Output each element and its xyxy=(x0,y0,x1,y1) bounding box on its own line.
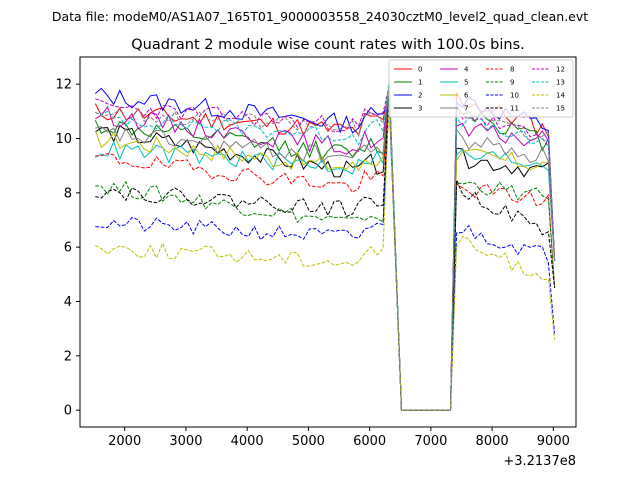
x-tick-label: 3000 xyxy=(169,434,202,449)
y-tick-label: 8 xyxy=(64,186,72,201)
series-line-7 xyxy=(95,92,556,411)
x-tick-label: 4000 xyxy=(231,434,264,449)
x-tick-label: 7000 xyxy=(414,434,447,449)
y-tick-label: 6 xyxy=(64,241,72,256)
y-tick-label: 0 xyxy=(64,404,72,419)
y-tick-label: 2 xyxy=(64,349,72,364)
series-line-11 xyxy=(95,91,556,411)
y-tick-label: 10 xyxy=(55,132,72,147)
series-line-14 xyxy=(95,95,556,411)
x-tick-label: 8000 xyxy=(476,434,509,449)
series-line-8 xyxy=(95,86,556,411)
y-tick-label: 4 xyxy=(64,295,72,310)
series-line-12 xyxy=(95,85,556,411)
legend-label-15: 15 xyxy=(556,105,565,113)
legend-label-6: 6 xyxy=(464,92,469,100)
y-axis: 0 2 4 6 8 10 12 xyxy=(55,78,80,419)
series-line-15 xyxy=(95,89,556,411)
legend-label-4: 4 xyxy=(464,66,469,74)
legend-label-9: 9 xyxy=(510,79,514,87)
series-line-5 xyxy=(95,82,556,411)
legend-label-7: 7 xyxy=(464,105,468,113)
suptitle: Data file: modeM0/AS1A07_165T01_90000035… xyxy=(52,9,588,24)
legend-label-12: 12 xyxy=(556,66,565,74)
legend-label-11: 11 xyxy=(510,105,519,113)
x-tick-label: 5000 xyxy=(292,434,325,449)
series-line-10 xyxy=(95,97,556,411)
y-tick-label: 12 xyxy=(55,78,72,93)
legend-label-0: 0 xyxy=(418,66,422,74)
legend-label-3: 3 xyxy=(418,105,422,113)
series-line-4 xyxy=(95,88,556,411)
series-layer xyxy=(94,79,556,411)
legend-label-8: 8 xyxy=(510,66,514,74)
x-tick-label: 9000 xyxy=(537,434,570,449)
legend-label-13: 13 xyxy=(556,79,565,87)
legend-label-14: 14 xyxy=(556,92,565,100)
legend-label-5: 5 xyxy=(464,79,468,87)
x-axis: 2000 3000 4000 5000 6000 7000 8000 9000 xyxy=(108,427,570,449)
legend-label-2: 2 xyxy=(418,92,422,100)
chart-title: Quadrant 2 module wise count rates with … xyxy=(131,37,525,53)
series-line-3 xyxy=(95,94,556,411)
legend-label-1: 1 xyxy=(418,79,422,87)
x-offset-label: +3.2137e8 xyxy=(503,454,576,469)
series-line-13 xyxy=(95,79,556,411)
x-tick-label: 6000 xyxy=(353,434,386,449)
axes-frame xyxy=(79,56,577,428)
legend-label-10: 10 xyxy=(510,92,519,100)
legend-frame xyxy=(388,59,574,118)
x-tick-label: 2000 xyxy=(108,434,141,449)
series-line-9 xyxy=(95,81,556,411)
